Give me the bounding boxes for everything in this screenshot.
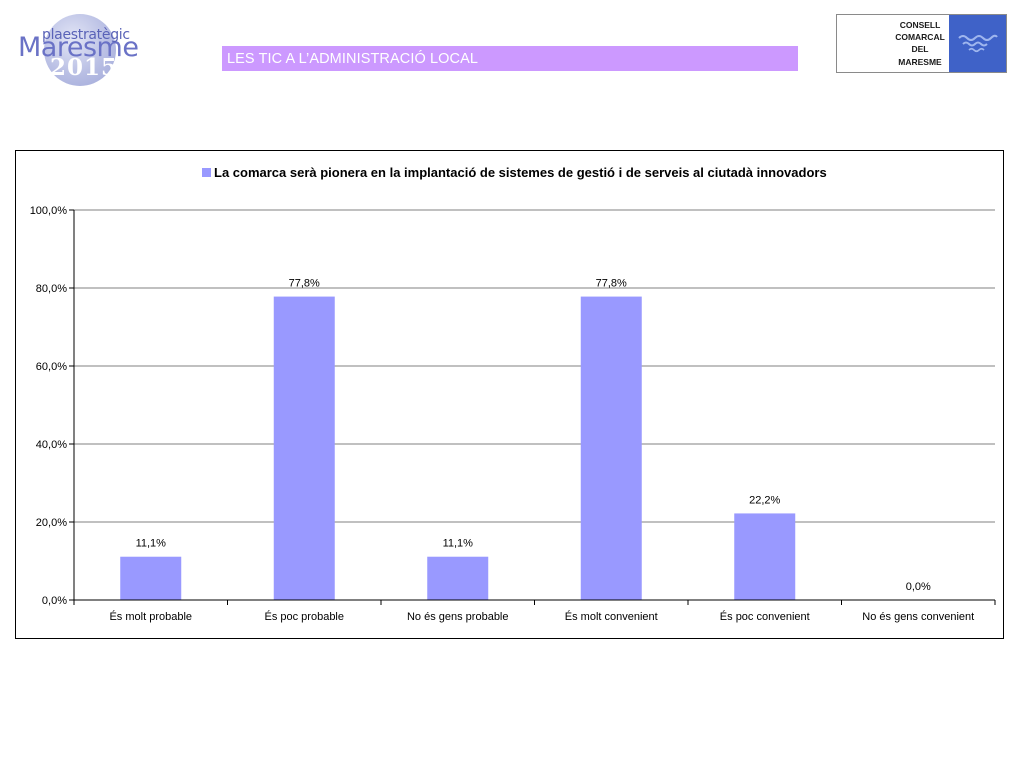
consell-line-1: CONSELL	[899, 20, 941, 30]
y-tick-label: 80,0%	[36, 283, 67, 295]
consell-line-4: MARESME	[898, 56, 942, 67]
x-tick-label: No és gens probable	[407, 611, 509, 623]
logo-year: 2015	[50, 54, 119, 81]
y-tick-label: 20,0%	[36, 517, 67, 529]
data-label: 77,8%	[289, 278, 320, 290]
x-tick-label: És poc probable	[265, 610, 345, 623]
chart-frame: 0,0% 20,0% 40,0% 60,0% 80,0% 100,0% 11,1% És m…	[15, 150, 1004, 639]
data-label: 11,1%	[443, 538, 474, 550]
data-label: 22,2%	[749, 494, 780, 506]
bar	[580, 296, 642, 600]
data-label: 11,1%	[136, 538, 167, 550]
bar-chart: 0,0% 20,0% 40,0% 60,0% 80,0% 100,0% 11,1% És m…	[30, 165, 996, 623]
x-tick-label: No és gens convenient	[862, 611, 974, 623]
legend-swatch	[202, 168, 211, 177]
bar	[427, 556, 489, 600]
bar	[120, 556, 182, 600]
y-tick-label: 60,0%	[36, 361, 67, 373]
logo-circle	[44, 14, 116, 86]
bar	[734, 513, 796, 600]
x-tick-label: És molt convenient	[565, 610, 658, 623]
logo-top-text: plaestratègic	[42, 27, 130, 43]
data-label: 0,0%	[906, 581, 931, 593]
y-tick-label: 100,0%	[30, 205, 68, 217]
wave-emblem-icon	[958, 34, 998, 53]
x-tick-label: És poc convenient	[720, 610, 810, 623]
legend-label: La comarca serà pionera en la implantaci…	[214, 165, 827, 180]
consell-emblem	[949, 15, 1006, 72]
logo-main-text: Maresme	[18, 32, 139, 63]
consell-line-3: DEL	[911, 44, 929, 55]
consell-text: CONSELL COMARCAL DEL MARESME	[877, 19, 963, 68]
plan-estrategic-logo: 2015 Maresme plaestratègic	[18, 10, 148, 90]
x-tick-label: És molt probable	[109, 610, 192, 623]
consell-line-2: COMARCAL	[895, 32, 945, 43]
consell-comarcal-logo: CONSELL COMARCAL DEL MARESME	[836, 14, 1007, 73]
bar	[273, 296, 335, 600]
y-tick-label: 0,0%	[42, 595, 67, 607]
page-title: LES TIC A L’ADMINISTRACIÓ LOCAL	[222, 46, 798, 71]
data-label: 77,8%	[596, 278, 627, 290]
y-tick-label: 40,0%	[36, 439, 67, 451]
